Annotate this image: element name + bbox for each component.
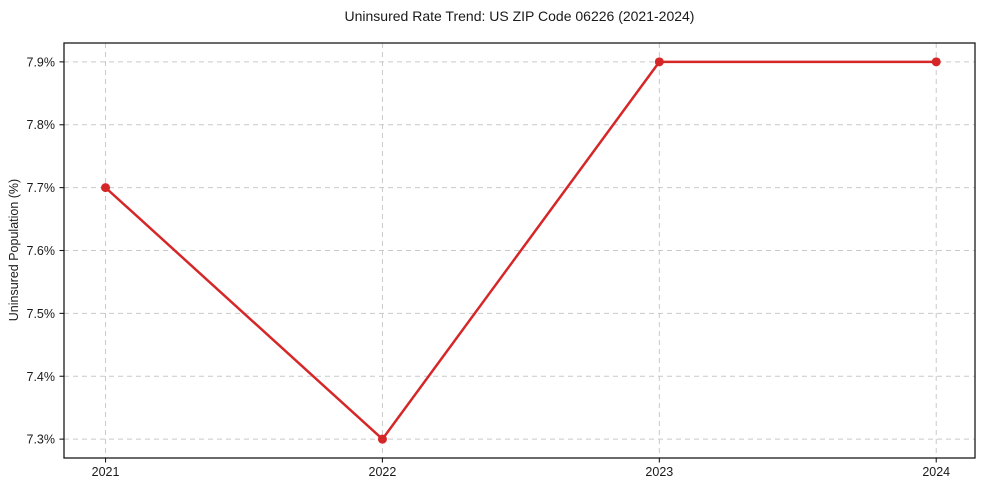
x-tick-label: 2022 [369,465,397,479]
y-tick-label: 7.7% [27,181,56,195]
chart-title: Uninsured Rate Trend: US ZIP Code 06226 … [344,8,695,24]
y-tick-label: 7.8% [27,118,56,132]
data-point-marker [101,183,111,193]
x-tick-label: 2023 [645,465,673,479]
y-tick-label: 7.6% [27,244,56,258]
y-tick-label: 7.3% [27,433,56,447]
trend-line [104,60,938,441]
data-point-marker [654,57,664,67]
y-tick-label: 7.9% [27,55,56,69]
x-tick-label: 2024 [922,465,950,479]
y-tick-label: 7.4% [27,370,56,384]
y-axis-label: Uninsured Population (%) [7,178,21,322]
plot-border [63,42,976,459]
data-point-marker [377,434,387,444]
x-tick-label: 2021 [92,465,120,479]
data-point-marker [931,57,941,67]
y-tick-label: 7.5% [27,307,56,321]
